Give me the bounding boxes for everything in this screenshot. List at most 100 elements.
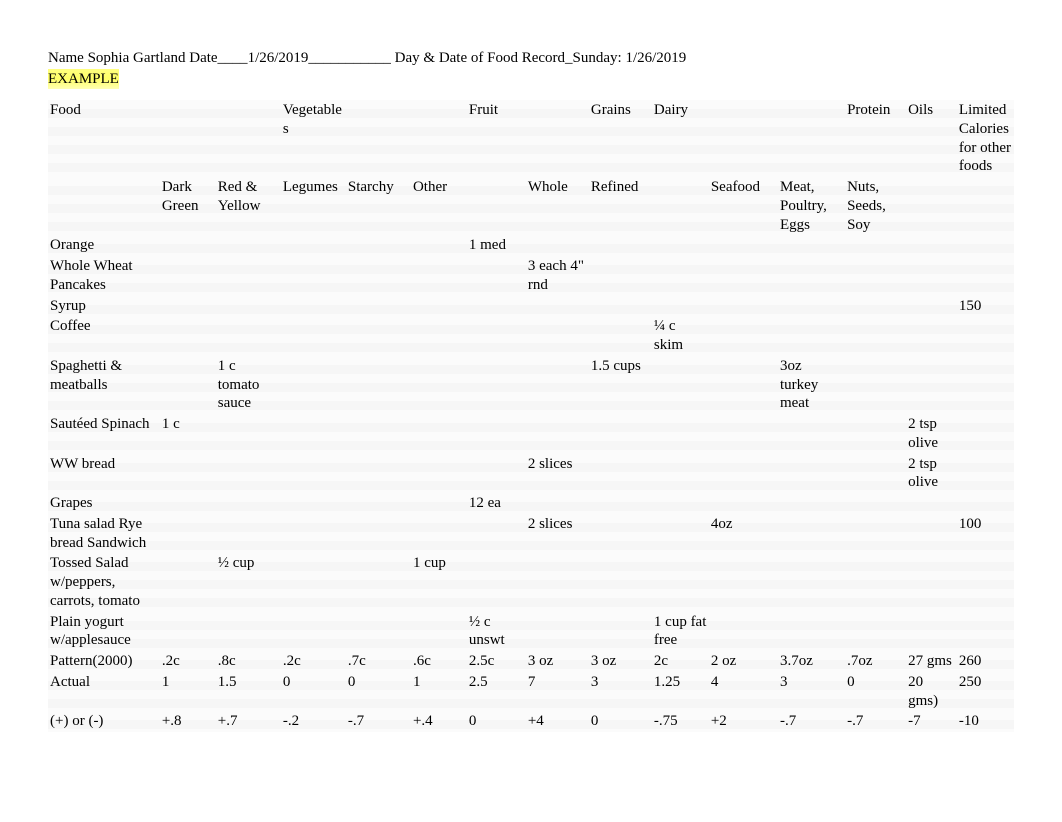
table-cell: 3.7oz — [778, 651, 845, 672]
table-cell — [526, 553, 589, 611]
table-cell — [845, 414, 906, 454]
table-cell — [709, 356, 778, 414]
table-cell — [906, 612, 957, 652]
table-cell: -.7 — [845, 711, 906, 732]
date-label: Date____ — [189, 50, 247, 66]
table-cell — [709, 454, 778, 494]
table-cell — [411, 235, 467, 256]
table-cell: 1 cup — [411, 553, 467, 611]
table-cell — [589, 414, 652, 454]
table-cell — [281, 256, 346, 296]
table-cell: ½ c unswt — [467, 612, 526, 652]
table-cell — [346, 414, 411, 454]
table-cell — [778, 256, 845, 296]
col-red-yellow: Red & Yellow — [216, 177, 281, 235]
table-cell — [411, 356, 467, 414]
col-meat: Meat, Poultry, Eggs — [778, 177, 845, 235]
table-cell — [906, 256, 957, 296]
table-cell: 3 oz — [526, 651, 589, 672]
table-cell — [346, 296, 411, 317]
table-cell — [709, 296, 778, 317]
table-cell — [778, 414, 845, 454]
table-cell: 3 each 4" rnd — [526, 256, 589, 296]
table-cell — [346, 553, 411, 611]
table-cell: .2c — [281, 651, 346, 672]
table-row: Grapes12 ea — [48, 493, 1014, 514]
table-cell: 1.5 — [216, 672, 281, 712]
table-cell — [281, 514, 346, 554]
table-cell: -.2 — [281, 711, 346, 732]
day-label: Day & Date of Food Record_ — [395, 50, 573, 66]
table-cell: 27 gms — [906, 651, 957, 672]
table-row: Syrup150 — [48, 296, 1014, 317]
table-cell — [957, 356, 1014, 414]
table-cell: 12 ea — [467, 493, 526, 514]
table-cell — [411, 316, 467, 356]
table-cell — [526, 356, 589, 414]
header-row-main: Food Vegetables Fruit Grains Dairy Prote… — [48, 100, 1014, 177]
table-cell: +.4 — [411, 711, 467, 732]
table-cell: 0 — [346, 672, 411, 712]
table-row: WW bread2 slices2 tsp olive — [48, 454, 1014, 494]
table-cell — [906, 493, 957, 514]
table-cell — [845, 256, 906, 296]
table-cell — [160, 493, 216, 514]
table-row: Plain yogurt w/applesauce½ c unswt1 cup … — [48, 612, 1014, 652]
col-limited: Limited Calories for other foods — [957, 100, 1014, 177]
table-cell — [281, 235, 346, 256]
col-other: Other — [411, 177, 467, 235]
col-nuts: Nuts, Seeds, Soy — [845, 177, 906, 235]
table-cell — [906, 296, 957, 317]
table-cell: ½ cup — [216, 553, 281, 611]
table-cell — [160, 514, 216, 554]
table-cell — [216, 493, 281, 514]
table-cell: 4oz — [709, 514, 778, 554]
table-cell: -.7 — [346, 711, 411, 732]
example-label: EXAMPLE — [48, 69, 119, 89]
table-cell — [906, 356, 957, 414]
table-cell — [526, 493, 589, 514]
table-cell — [709, 553, 778, 611]
table-cell — [160, 612, 216, 652]
table-cell: 1 c — [160, 414, 216, 454]
table-cell — [160, 235, 216, 256]
table-cell: 1 — [411, 672, 467, 712]
table-cell: 1 cup fat free — [652, 612, 709, 652]
table-cell — [346, 514, 411, 554]
table-cell — [216, 235, 281, 256]
table-row: Coffee¼ c skim — [48, 316, 1014, 356]
table-cell — [281, 612, 346, 652]
table-cell: ¼ c skim — [652, 316, 709, 356]
col-protein: Protein — [845, 100, 906, 177]
table-cell — [652, 235, 709, 256]
table-cell — [778, 296, 845, 317]
table-cell — [216, 414, 281, 454]
table-cell — [589, 553, 652, 611]
table-cell: 100 — [957, 514, 1014, 554]
table-cell — [957, 235, 1014, 256]
table-row: Pattern(2000).2c.8c.2c.7c.6c2.5c3 oz3 oz… — [48, 651, 1014, 672]
table-cell — [709, 612, 778, 652]
table-cell — [652, 493, 709, 514]
table-cell — [589, 514, 652, 554]
table-cell: Whole Wheat Pancakes — [48, 256, 160, 296]
table-cell — [778, 493, 845, 514]
table-cell: +.8 — [160, 711, 216, 732]
table-cell — [589, 316, 652, 356]
table-cell: .7c — [346, 651, 411, 672]
table-cell: Sautéed Spinach — [48, 414, 160, 454]
table-cell: 0 — [589, 711, 652, 732]
table-cell — [652, 414, 709, 454]
table-cell — [467, 256, 526, 296]
table-row: Tossed Salad w/peppers, carrots, tomato½… — [48, 553, 1014, 611]
table-cell — [526, 316, 589, 356]
table-cell — [526, 414, 589, 454]
table-cell: 2 oz — [709, 651, 778, 672]
table-cell: 2.5c — [467, 651, 526, 672]
table-cell — [778, 514, 845, 554]
table-cell — [467, 316, 526, 356]
table-cell — [160, 296, 216, 317]
table-cell — [281, 296, 346, 317]
table-cell — [778, 612, 845, 652]
col-starchy: Starchy — [346, 177, 411, 235]
